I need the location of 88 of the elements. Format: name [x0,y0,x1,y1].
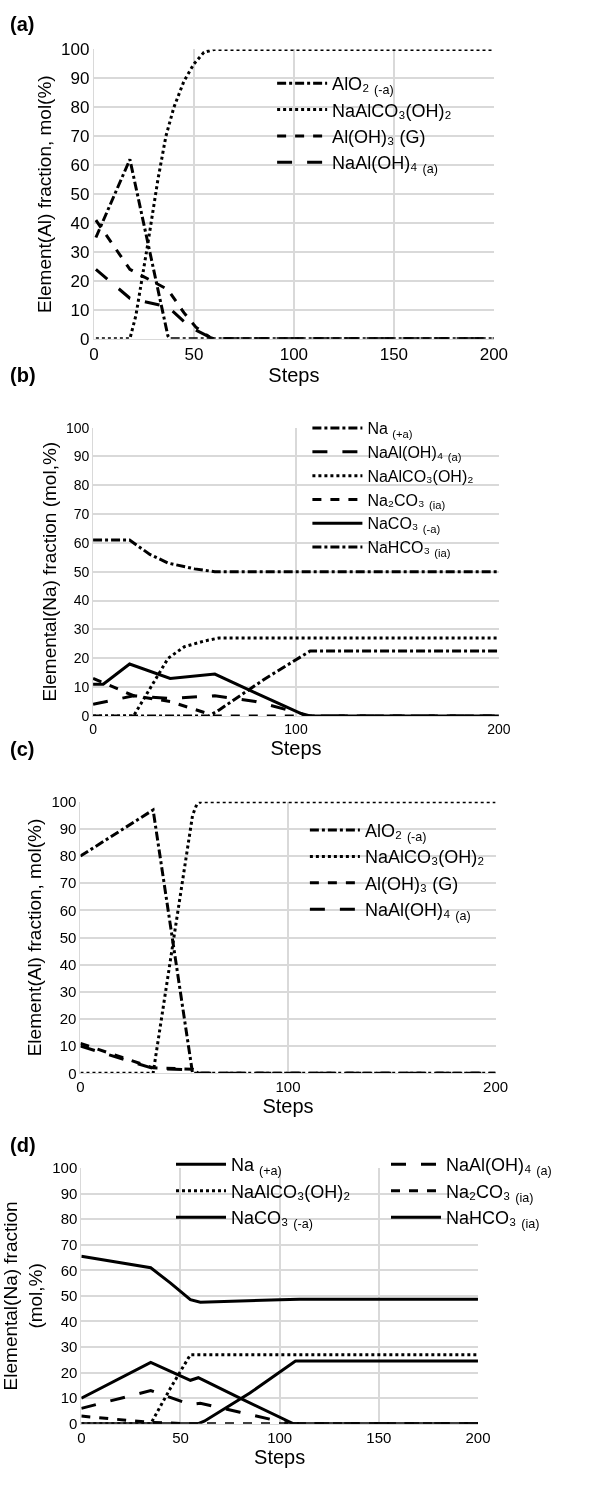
y-tick-label: 90 [73,448,90,465]
y-tick-label: 40 [73,592,90,609]
legend-label: NaHCO₃ $_{(ia)}$ [367,539,451,559]
y-tick-label: 30 [70,242,90,262]
legend-label: NaAlCO₃(OH)₂ [231,1181,351,1202]
y-tick-label: 0 [80,329,90,349]
y-tick-label: 10 [70,300,90,320]
legend-label: NaHCO₃ $_{(ia)}$ [446,1208,540,1231]
legend-label: Na $_{(+a)}$ [231,1155,282,1179]
x-tick-label: 200 [479,345,509,365]
chart-title: (b) [10,364,36,386]
y-tick-label: 30 [59,983,77,1001]
y-tick-label: 10 [59,1037,77,1055]
y-tick-label: 90 [70,69,90,89]
legend-label: Al(OH)₃ (G) [332,126,426,147]
legend-label: NaAl(OH)₄ $_{(a)}$ [367,444,462,464]
y-tick-label: 10 [60,1389,78,1407]
legend-label: Al(OH)₃ (G) [364,873,459,894]
y-tick-label: 60 [60,1261,78,1279]
y-tick-label: 0 [81,707,90,724]
y-axis-title: Elemental(Na) fraction (mol,%) [0,1201,47,1391]
y-axis-title: Elemental(Na) fraction (mol,%) [38,441,60,702]
chart-title: (a) [10,13,35,35]
y-axis-title: Element(Al) fraction, mol(%) [24,818,46,1057]
chart-title: (d) [10,1134,36,1156]
x-axis-title: Steps [270,736,322,759]
y-tick-label: 50 [73,563,90,580]
x-axis-title: Steps [262,1095,314,1118]
y-tick-label: 20 [60,1363,78,1381]
x-tick-label: 100 [279,345,309,365]
y-tick-label: 30 [60,1338,78,1356]
y-tick-label: 0 [68,1415,78,1432]
y-tick-label: 40 [60,1312,78,1330]
x-tick-label: 100 [275,1078,301,1096]
y-tick-label: 30 [73,621,90,638]
legend-label: Na $_{(+a)}$ [367,420,413,440]
y-tick-label: 10 [73,678,90,695]
x-tick-label: 100 [284,720,308,737]
x-tick-label: 100 [267,1428,293,1446]
y-tick-label: 100 [61,40,90,60]
legend-label: NaAlCO₃(OH)₂ [367,467,474,485]
legend-label: NaCO₃ $_{(-a)}$ [231,1208,313,1231]
y-tick-label: 50 [59,928,77,946]
y-tick-label: 70 [60,1236,78,1254]
legend-label: AlO₂ $_{(-a)}$ [364,821,427,844]
x-tick-label: 50 [172,1428,189,1446]
y-tick-label: 60 [73,534,90,551]
y-tick-label: 60 [59,901,77,919]
y-tick-label: 40 [59,955,77,973]
y-tick-label: 70 [70,127,90,147]
y-tick-label: 20 [73,650,90,667]
y-tick-label: 100 [65,419,90,436]
y-tick-label: 80 [73,477,90,494]
legend-label: NaAlCO₃(OH)₂ [332,100,452,121]
y-tick-label: 90 [59,820,77,838]
x-axis-title: Steps [268,364,320,387]
y-tick-label: 60 [70,156,90,176]
y-tick-label: 50 [60,1287,78,1305]
x-tick-label: 150 [379,345,409,365]
y-tick-label: 20 [59,1010,77,1028]
legend-label: NaAl(OH)₄ $_{(a)}$ [332,153,438,177]
legend-label: NaAl(OH)₄ $_{(a)}$ [446,1155,552,1179]
y-tick-label: 20 [70,271,90,291]
y-tick-label: 90 [60,1184,78,1202]
chart-title: (c) [10,738,35,760]
x-tick-label: 150 [366,1428,392,1446]
legend-label: NaAl(OH)₄ $_{(a)}$ [364,900,471,923]
y-tick-label: 0 [68,1064,77,1082]
legend-label: NaCO₃ $_{(-a)}$ [367,515,441,535]
legend-label: Na₂CO₃ $_{(ia)}$ [367,491,446,512]
x-tick-label: 200 [465,1428,491,1446]
y-tick-label: 70 [59,874,77,892]
x-tick-label: 50 [184,345,204,365]
y-axis-title: Element(Al) fraction, mol(%) [33,75,55,313]
y-tick-label: 40 [70,213,90,233]
x-tick-label: 200 [483,1078,509,1096]
y-tick-label: 50 [70,185,90,205]
legend-label: NaAlCO₃(OH)₂ [364,847,485,868]
x-axis-title: Steps [254,1445,306,1468]
y-tick-label: 100 [52,1159,78,1177]
legend-label: AlO₂ $_{(-a)}$ [332,74,394,97]
y-tick-label: 80 [59,847,77,865]
y-tick-label: 70 [73,505,90,522]
y-tick-label: 80 [60,1210,78,1228]
y-tick-label: 80 [70,98,90,118]
legend-label: Na₂CO₃ $_{(ia)}$ [446,1181,534,1205]
y-tick-label: 100 [51,793,77,811]
x-tick-label: 200 [487,720,511,737]
